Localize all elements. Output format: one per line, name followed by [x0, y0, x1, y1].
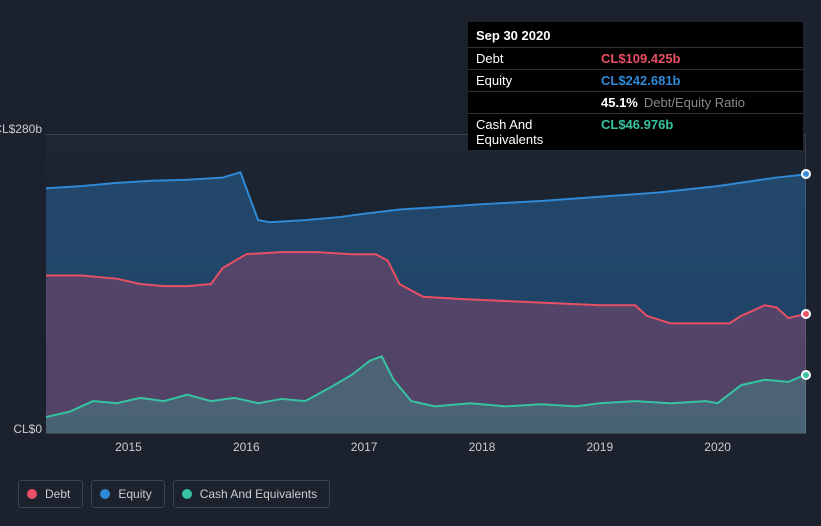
tooltip-value: CL$242.681b — [601, 73, 795, 88]
tooltip-label: Equity — [476, 73, 601, 88]
xaxis-tick: 2019 — [586, 440, 613, 454]
crosshair-line — [805, 135, 806, 433]
yaxis-min-label: CL$0 — [13, 422, 42, 436]
yaxis-max-label: CL$280b — [0, 122, 42, 136]
tooltip-value: CL$109.425b — [601, 51, 795, 66]
tooltip-row: DebtCL$109.425b — [468, 48, 803, 70]
debt-equity-chart: CL$280b CL$0 201520162017201820192020 — [16, 118, 806, 468]
tooltip-label: Debt — [476, 51, 601, 66]
legend-item-debt[interactable]: Debt — [18, 480, 83, 508]
xaxis-tick: 2017 — [351, 440, 378, 454]
debt-end-marker — [801, 309, 811, 319]
tooltip-label: Cash And Equivalents — [476, 117, 601, 147]
cash-end-marker — [801, 370, 811, 380]
xaxis-tick: 2020 — [704, 440, 731, 454]
legend-marker — [27, 489, 37, 499]
tooltip-value: 45.1%Debt/Equity Ratio — [601, 95, 795, 110]
chart-svg — [46, 135, 806, 433]
tooltip-row: EquityCL$242.681b — [468, 70, 803, 92]
chart-tooltip: Sep 30 2020 DebtCL$109.425bEquityCL$242.… — [468, 22, 803, 150]
xaxis-tick: 2018 — [469, 440, 496, 454]
tooltip-sublabel: Debt/Equity Ratio — [644, 95, 745, 110]
tooltip-date: Sep 30 2020 — [468, 22, 803, 48]
legend-label: Cash And Equivalents — [200, 487, 317, 501]
legend-item-equity[interactable]: Equity — [91, 480, 164, 508]
legend-label: Equity — [118, 487, 151, 501]
tooltip-label — [476, 95, 601, 110]
legend-marker — [182, 489, 192, 499]
legend-item-cash-and-equivalents[interactable]: Cash And Equivalents — [173, 480, 330, 508]
x-axis: 2015 2016 2017 2018 2019 2020 — [46, 440, 806, 462]
tooltip-row: 45.1%Debt/Equity Ratio — [468, 92, 803, 114]
equity-end-marker — [801, 169, 811, 179]
xaxis-tick: 2016 — [233, 440, 260, 454]
legend-marker — [100, 489, 110, 499]
tooltip-value: CL$46.976b — [601, 117, 795, 147]
plot-area[interactable] — [46, 134, 806, 434]
legend: Debt Equity Cash And Equivalents — [18, 480, 330, 508]
legend-label: Debt — [45, 487, 70, 501]
xaxis-tick: 2015 — [115, 440, 142, 454]
tooltip-row: Cash And EquivalentsCL$46.976b — [468, 114, 803, 150]
